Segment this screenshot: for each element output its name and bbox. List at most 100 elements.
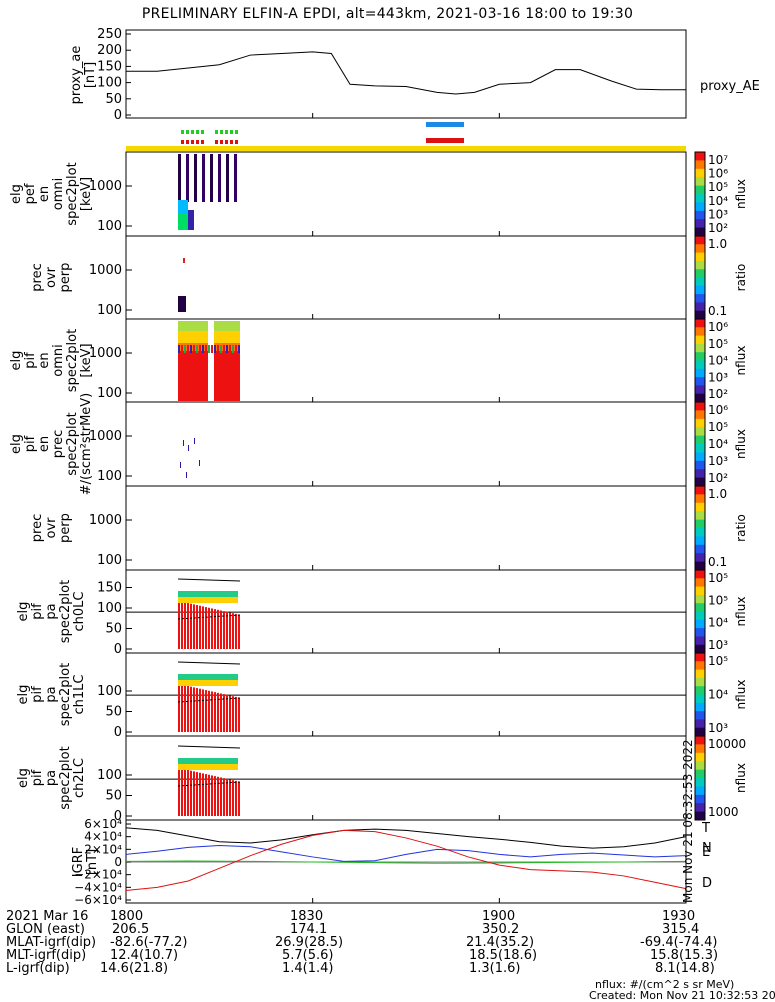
colorbar-cell <box>695 469 705 479</box>
colorbar-cell <box>695 686 705 695</box>
p3-ytick-label: 100 <box>97 386 122 401</box>
spectrogram-cell <box>181 768 183 816</box>
spectrogram-cell <box>218 154 221 202</box>
science-zone-marker <box>196 130 199 134</box>
spectrogram-cell <box>190 686 192 732</box>
colorbar-label: 10⁵ <box>708 180 728 194</box>
p1-ylabel: elg <box>9 184 24 204</box>
colorbar-cell <box>695 669 705 679</box>
spectrogram-cell <box>178 296 186 312</box>
spectrogram-cell <box>188 210 194 230</box>
spectrogram-cell <box>223 611 225 649</box>
spectrogram-cell <box>211 775 213 816</box>
spectrogram-cell <box>188 445 189 451</box>
p4-ylabel: en <box>37 436 52 452</box>
colorbar-cell <box>695 285 705 295</box>
colorbar-unit: ratio <box>734 264 748 292</box>
colorbar-cell <box>695 385 705 395</box>
igrf-ytick-label: −6×10⁴ <box>74 893 122 907</box>
spectrogram-cell <box>235 780 237 816</box>
spectrogram-cell <box>208 345 210 353</box>
colorbar-unit: nflux <box>734 597 748 627</box>
p6-ylabel: pif <box>30 603 45 620</box>
p5-ytick-label: 1000 <box>89 513 122 528</box>
colorbar-cell <box>695 202 705 212</box>
spectrogram-cell <box>205 690 207 732</box>
colorbar-cell <box>695 319 705 328</box>
p6-upper-line <box>177 578 241 582</box>
colorbar-cell <box>695 194 705 203</box>
colorbar-cell <box>695 294 705 303</box>
p8-ylabel: pa <box>44 770 59 786</box>
spectrogram-cell <box>183 258 185 263</box>
p6-ytick-label: 50 <box>105 622 122 637</box>
science-zone-marker <box>235 140 238 144</box>
p4-frame <box>125 401 687 487</box>
spectrogram-cell <box>199 605 201 649</box>
colorbar-cell <box>695 711 705 720</box>
colorbar-cell <box>695 160 705 170</box>
colorbar-cell <box>695 570 705 579</box>
colorbar-cell <box>695 636 705 646</box>
science-zone-marker <box>215 130 218 134</box>
colorbar-cell <box>695 377 705 386</box>
spectrogram-cell <box>187 345 189 353</box>
igrf-ytick-label: −4×10⁴ <box>74 880 122 894</box>
spectrogram-cell <box>184 769 186 816</box>
spectrogram-cell <box>238 697 240 732</box>
igrf-ylabel: [nT] <box>85 849 100 875</box>
p3-ylabel: [keV] <box>79 343 94 377</box>
p8-ylabel: spec2plot <box>58 746 73 809</box>
footer-val-3-0: 12.4(10.7) <box>110 948 179 963</box>
colorbar-cell <box>695 168 705 178</box>
spectrogram-cell <box>196 345 198 353</box>
spectrogram-cell <box>193 604 195 649</box>
footer-val-1-0: 206.5 <box>112 922 150 937</box>
p2-ylabel: ovr <box>44 266 59 288</box>
colorbar-label: 1.0 <box>708 487 727 501</box>
colorbar-cell <box>695 578 705 588</box>
spectrogram-cell <box>214 609 216 649</box>
spectrogram-cell <box>226 345 228 353</box>
colorbar-cell <box>695 244 705 254</box>
spectrogram-cell <box>199 772 201 816</box>
colorbar-label: 10² <box>708 221 728 235</box>
ae-ytick-label: 250 <box>97 27 122 42</box>
spectrogram-cell <box>187 603 189 649</box>
colorbar-cell <box>695 310 705 320</box>
p8-ylabel: elg <box>16 768 31 788</box>
colorbar-cell <box>695 360 705 370</box>
p4-ylabel: pif <box>23 435 38 452</box>
p7-ytick-label: 50 <box>105 705 122 720</box>
spectrogram-cell <box>226 611 228 649</box>
p3-ylabel: elg <box>9 351 24 371</box>
spectrogram-cell <box>202 606 204 649</box>
spectrogram-cell <box>229 779 231 816</box>
colorbar-label: 10³ <box>708 454 728 468</box>
spectrogram-cell <box>230 154 233 202</box>
footer-val-4-3: 8.1(14.8) <box>655 961 715 976</box>
science-zone-marker <box>186 140 189 144</box>
ae-ylabel: [nT] <box>83 62 98 88</box>
footer-val-3-2: 18.5(18.6) <box>469 948 538 963</box>
science-zone-marker <box>201 140 204 144</box>
spectrogram-cell <box>183 440 184 446</box>
p8-upper-line <box>177 745 241 749</box>
p1-ylabel: spec2plot <box>65 162 80 225</box>
p7-ylabel: ch1LC <box>72 675 87 715</box>
spectrogram-cell <box>205 345 207 353</box>
colorbar-frame <box>694 735 706 821</box>
science-zone-marker <box>191 130 194 134</box>
colorbar-cell <box>695 677 705 687</box>
p3-ylabel: spec2plot <box>65 329 80 392</box>
footer-val-1-3: 315.4 <box>662 922 700 937</box>
footer-label-4: L-igrf(dip) <box>6 961 70 976</box>
footer-label-0: 2021 Mar 16 <box>6 909 89 924</box>
colorbar-cell <box>695 528 705 537</box>
colorbar-cell <box>695 327 705 337</box>
footer-label-2: MLAT-igrf(dip) <box>6 935 97 950</box>
p1-ylabel: omni <box>51 178 66 210</box>
footer-val-2-2: 21.4(35.2) <box>466 935 535 950</box>
p8-ytick-label: 0 <box>114 809 122 824</box>
colorbar-label: 10² <box>708 387 728 401</box>
